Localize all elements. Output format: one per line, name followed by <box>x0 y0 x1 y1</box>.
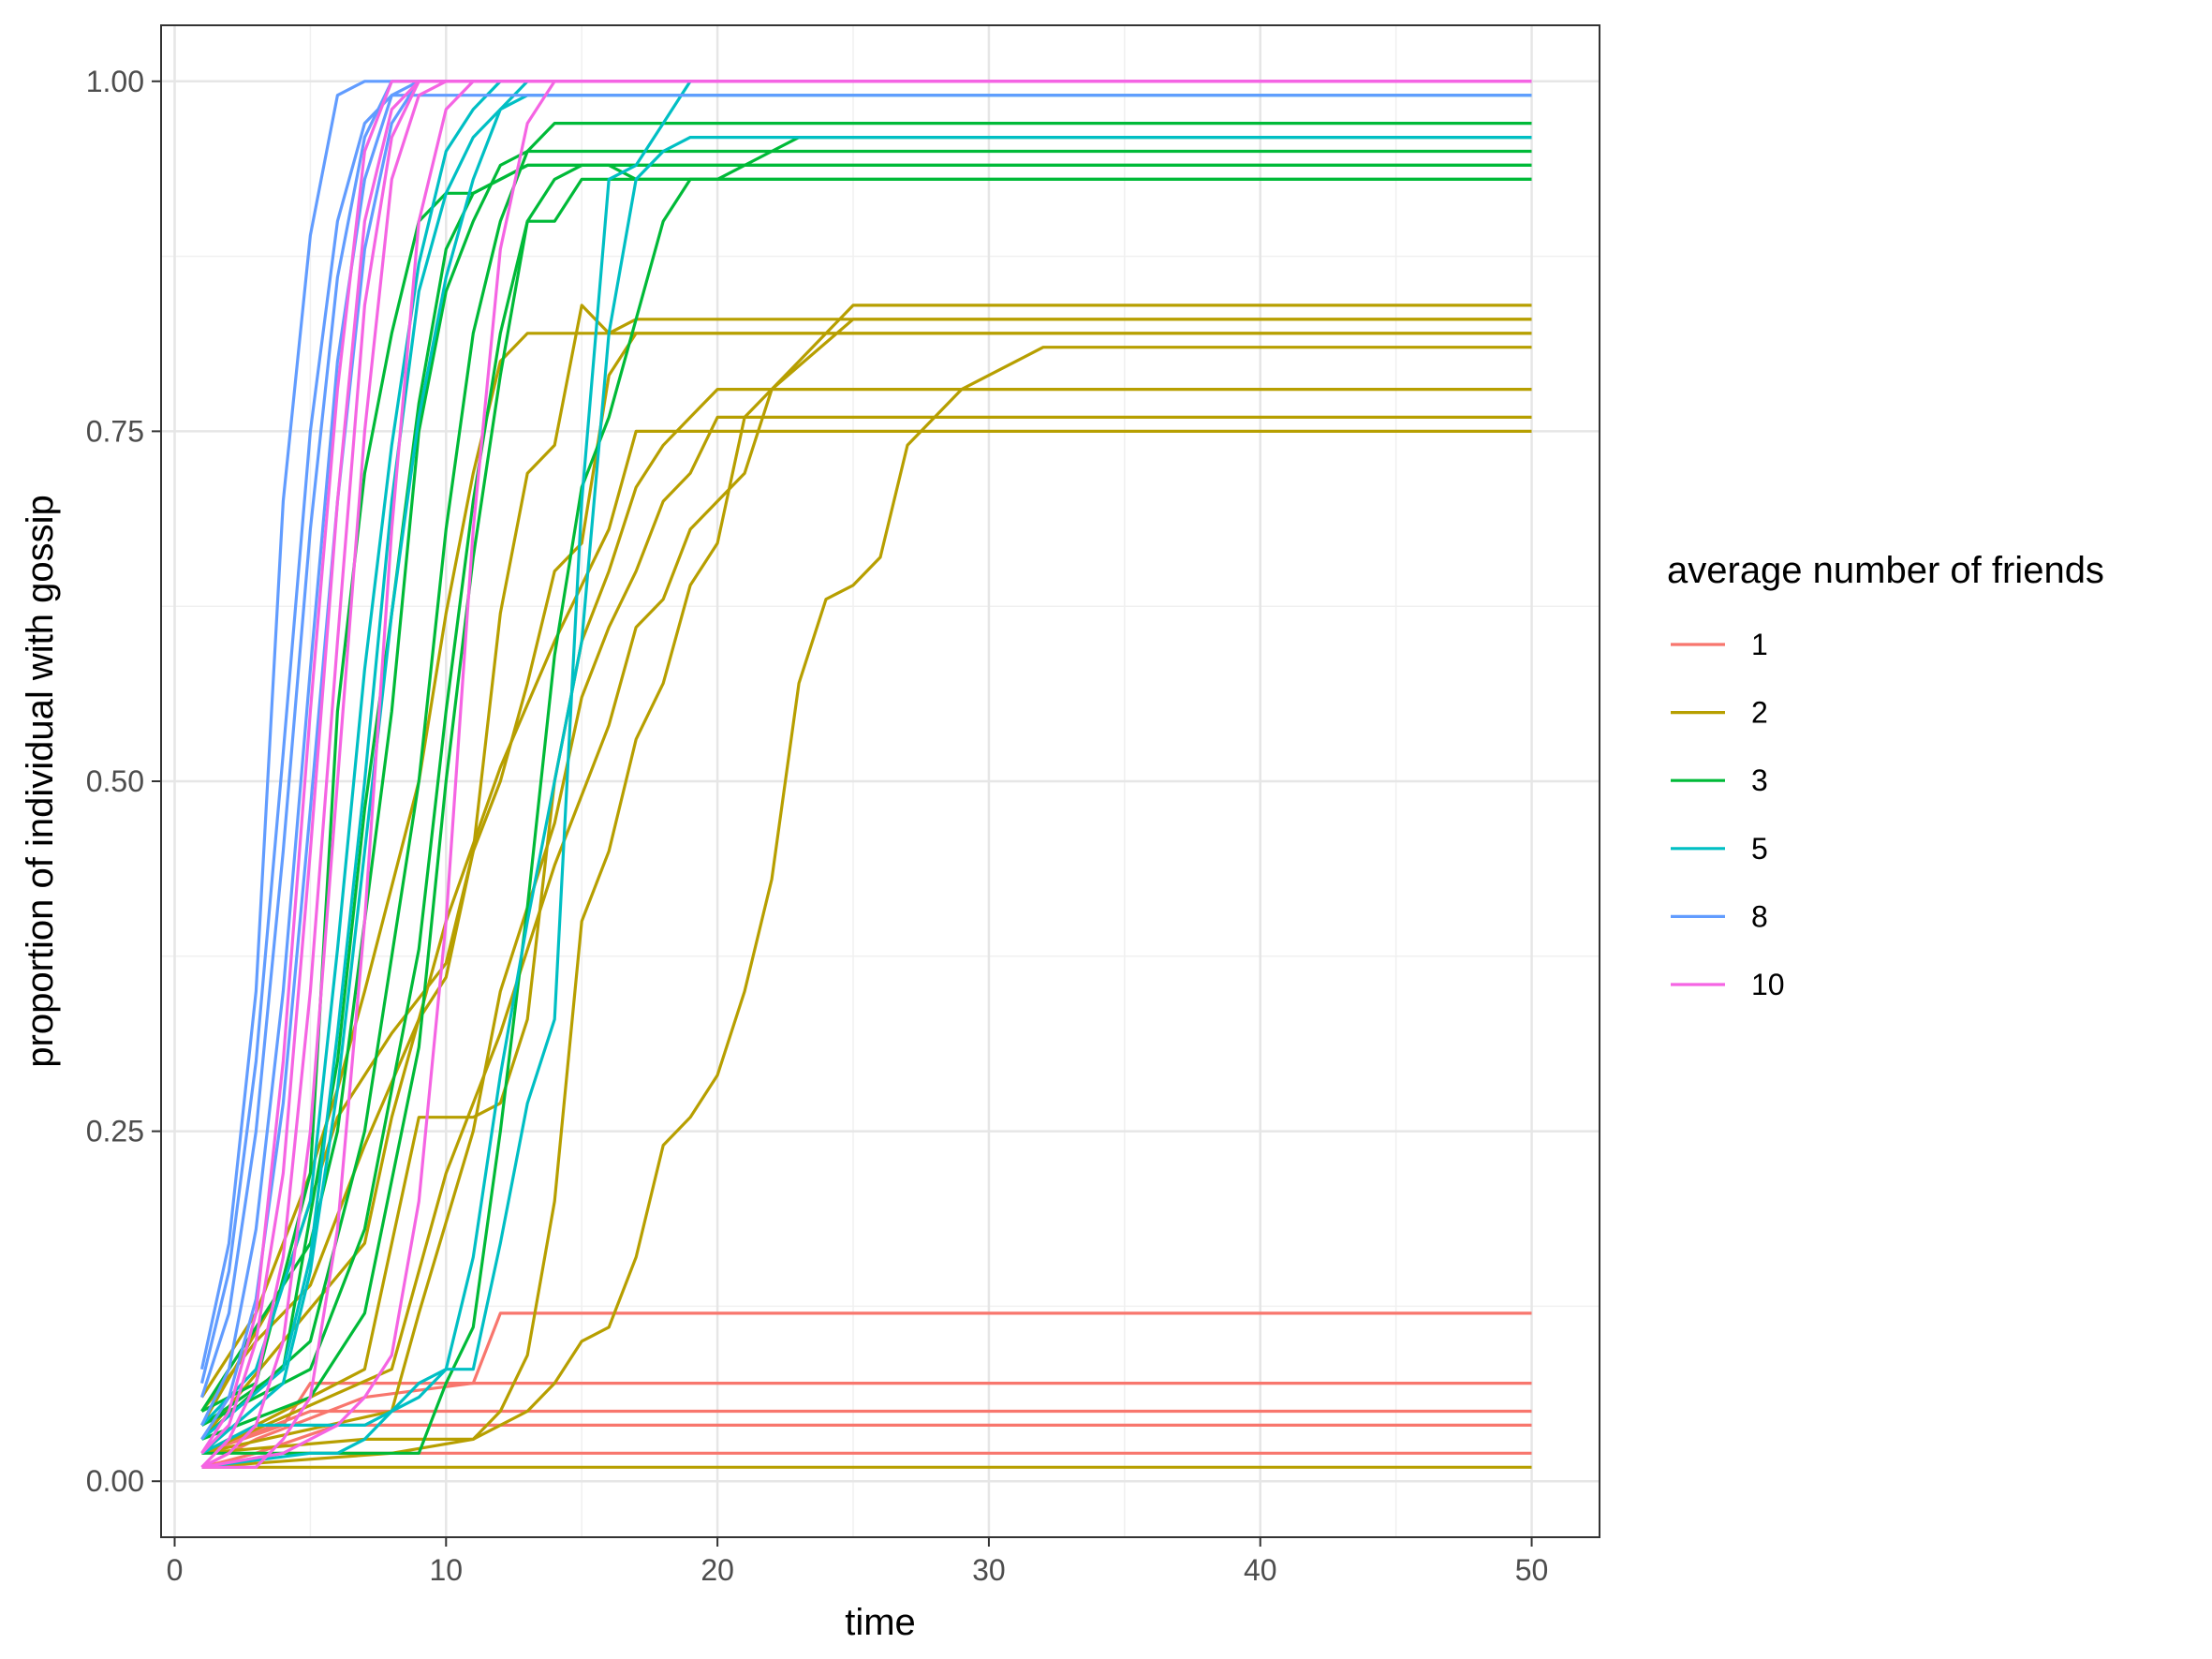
series-line-friends-5 <box>200 80 1532 1427</box>
series-line-friends-10 <box>200 80 1532 1469</box>
series-line-friends-2 <box>200 318 1532 1455</box>
series-line-friends-10 <box>200 80 1532 1455</box>
series-line-friends-2 <box>200 332 1532 1399</box>
legend-title: average number of friends <box>1667 550 2104 591</box>
y-tick-label: 1.00 <box>86 65 144 98</box>
series-line-friends-3 <box>200 163 1532 1427</box>
legend: average number of friends 1 2 3 5 8 10 <box>1667 550 2104 1001</box>
series-line-friends-3 <box>200 136 1532 1427</box>
series-line-friends-8 <box>199 80 1532 1399</box>
y-axis-ticks: 0.00 0.25 0.50 0.75 1.00 <box>86 65 161 1498</box>
x-tick-label: 30 <box>972 1553 1006 1587</box>
y-tick-label: 0.50 <box>86 764 144 798</box>
series-line-friends-1 <box>200 1409 1532 1455</box>
x-tick-label: 50 <box>1515 1553 1549 1587</box>
series-lines <box>199 80 1532 1469</box>
legend-label-8: 8 <box>1751 899 1768 933</box>
x-tick-label: 10 <box>430 1553 464 1587</box>
series-line-friends-10 <box>201 80 1532 1469</box>
x-axis-ticks: 0 10 20 30 40 50 <box>167 1537 1549 1587</box>
series-line-friends-5 <box>200 80 1532 1441</box>
legend-label-1: 1 <box>1751 628 1768 661</box>
series-line-friends-2 <box>200 429 1532 1441</box>
legend-items: 1 2 3 5 8 10 <box>1671 628 1785 1001</box>
series-line-friends-1 <box>201 1451 1532 1469</box>
series-line-friends-3 <box>200 163 1532 1413</box>
series-line-friends-3 <box>201 177 1532 1455</box>
y-axis-title: proportion of individual with gossip <box>20 495 61 1067</box>
series-line-friends-5 <box>200 94 1532 1455</box>
x-axis-title: time <box>845 1602 916 1643</box>
legend-label-3: 3 <box>1751 763 1768 797</box>
series-line-friends-8 <box>200 80 1532 1441</box>
series-line-friends-2 <box>200 332 1532 1413</box>
series-line-friends-10 <box>201 80 1532 1469</box>
x-tick-label: 40 <box>1244 1553 1277 1587</box>
series-line-friends-8 <box>199 80 1532 1370</box>
series-line-friends-2 <box>201 415 1532 1455</box>
series-line-friends-2 <box>200 304 1532 1427</box>
y-tick-label: 0.75 <box>86 414 144 448</box>
y-tick-label: 0.00 <box>86 1464 144 1498</box>
series-line-friends-5 <box>200 136 1532 1455</box>
series-line-friends-3 <box>200 163 1532 1441</box>
legend-label-2: 2 <box>1751 696 1768 730</box>
legend-label-10: 10 <box>1751 968 1785 1001</box>
series-line-friends-10 <box>200 80 1532 1469</box>
series-line-friends-1 <box>201 1423 1532 1469</box>
series-line-friends-8 <box>200 80 1532 1427</box>
series-line-friends-5 <box>201 80 1532 1469</box>
y-tick-label: 0.25 <box>86 1115 144 1148</box>
series-line-friends-10 <box>200 80 1532 1455</box>
x-tick-label: 20 <box>700 1553 734 1587</box>
series-line-friends-2 <box>201 304 1532 1455</box>
x-tick-label: 0 <box>167 1553 184 1587</box>
legend-label-5: 5 <box>1751 832 1768 866</box>
